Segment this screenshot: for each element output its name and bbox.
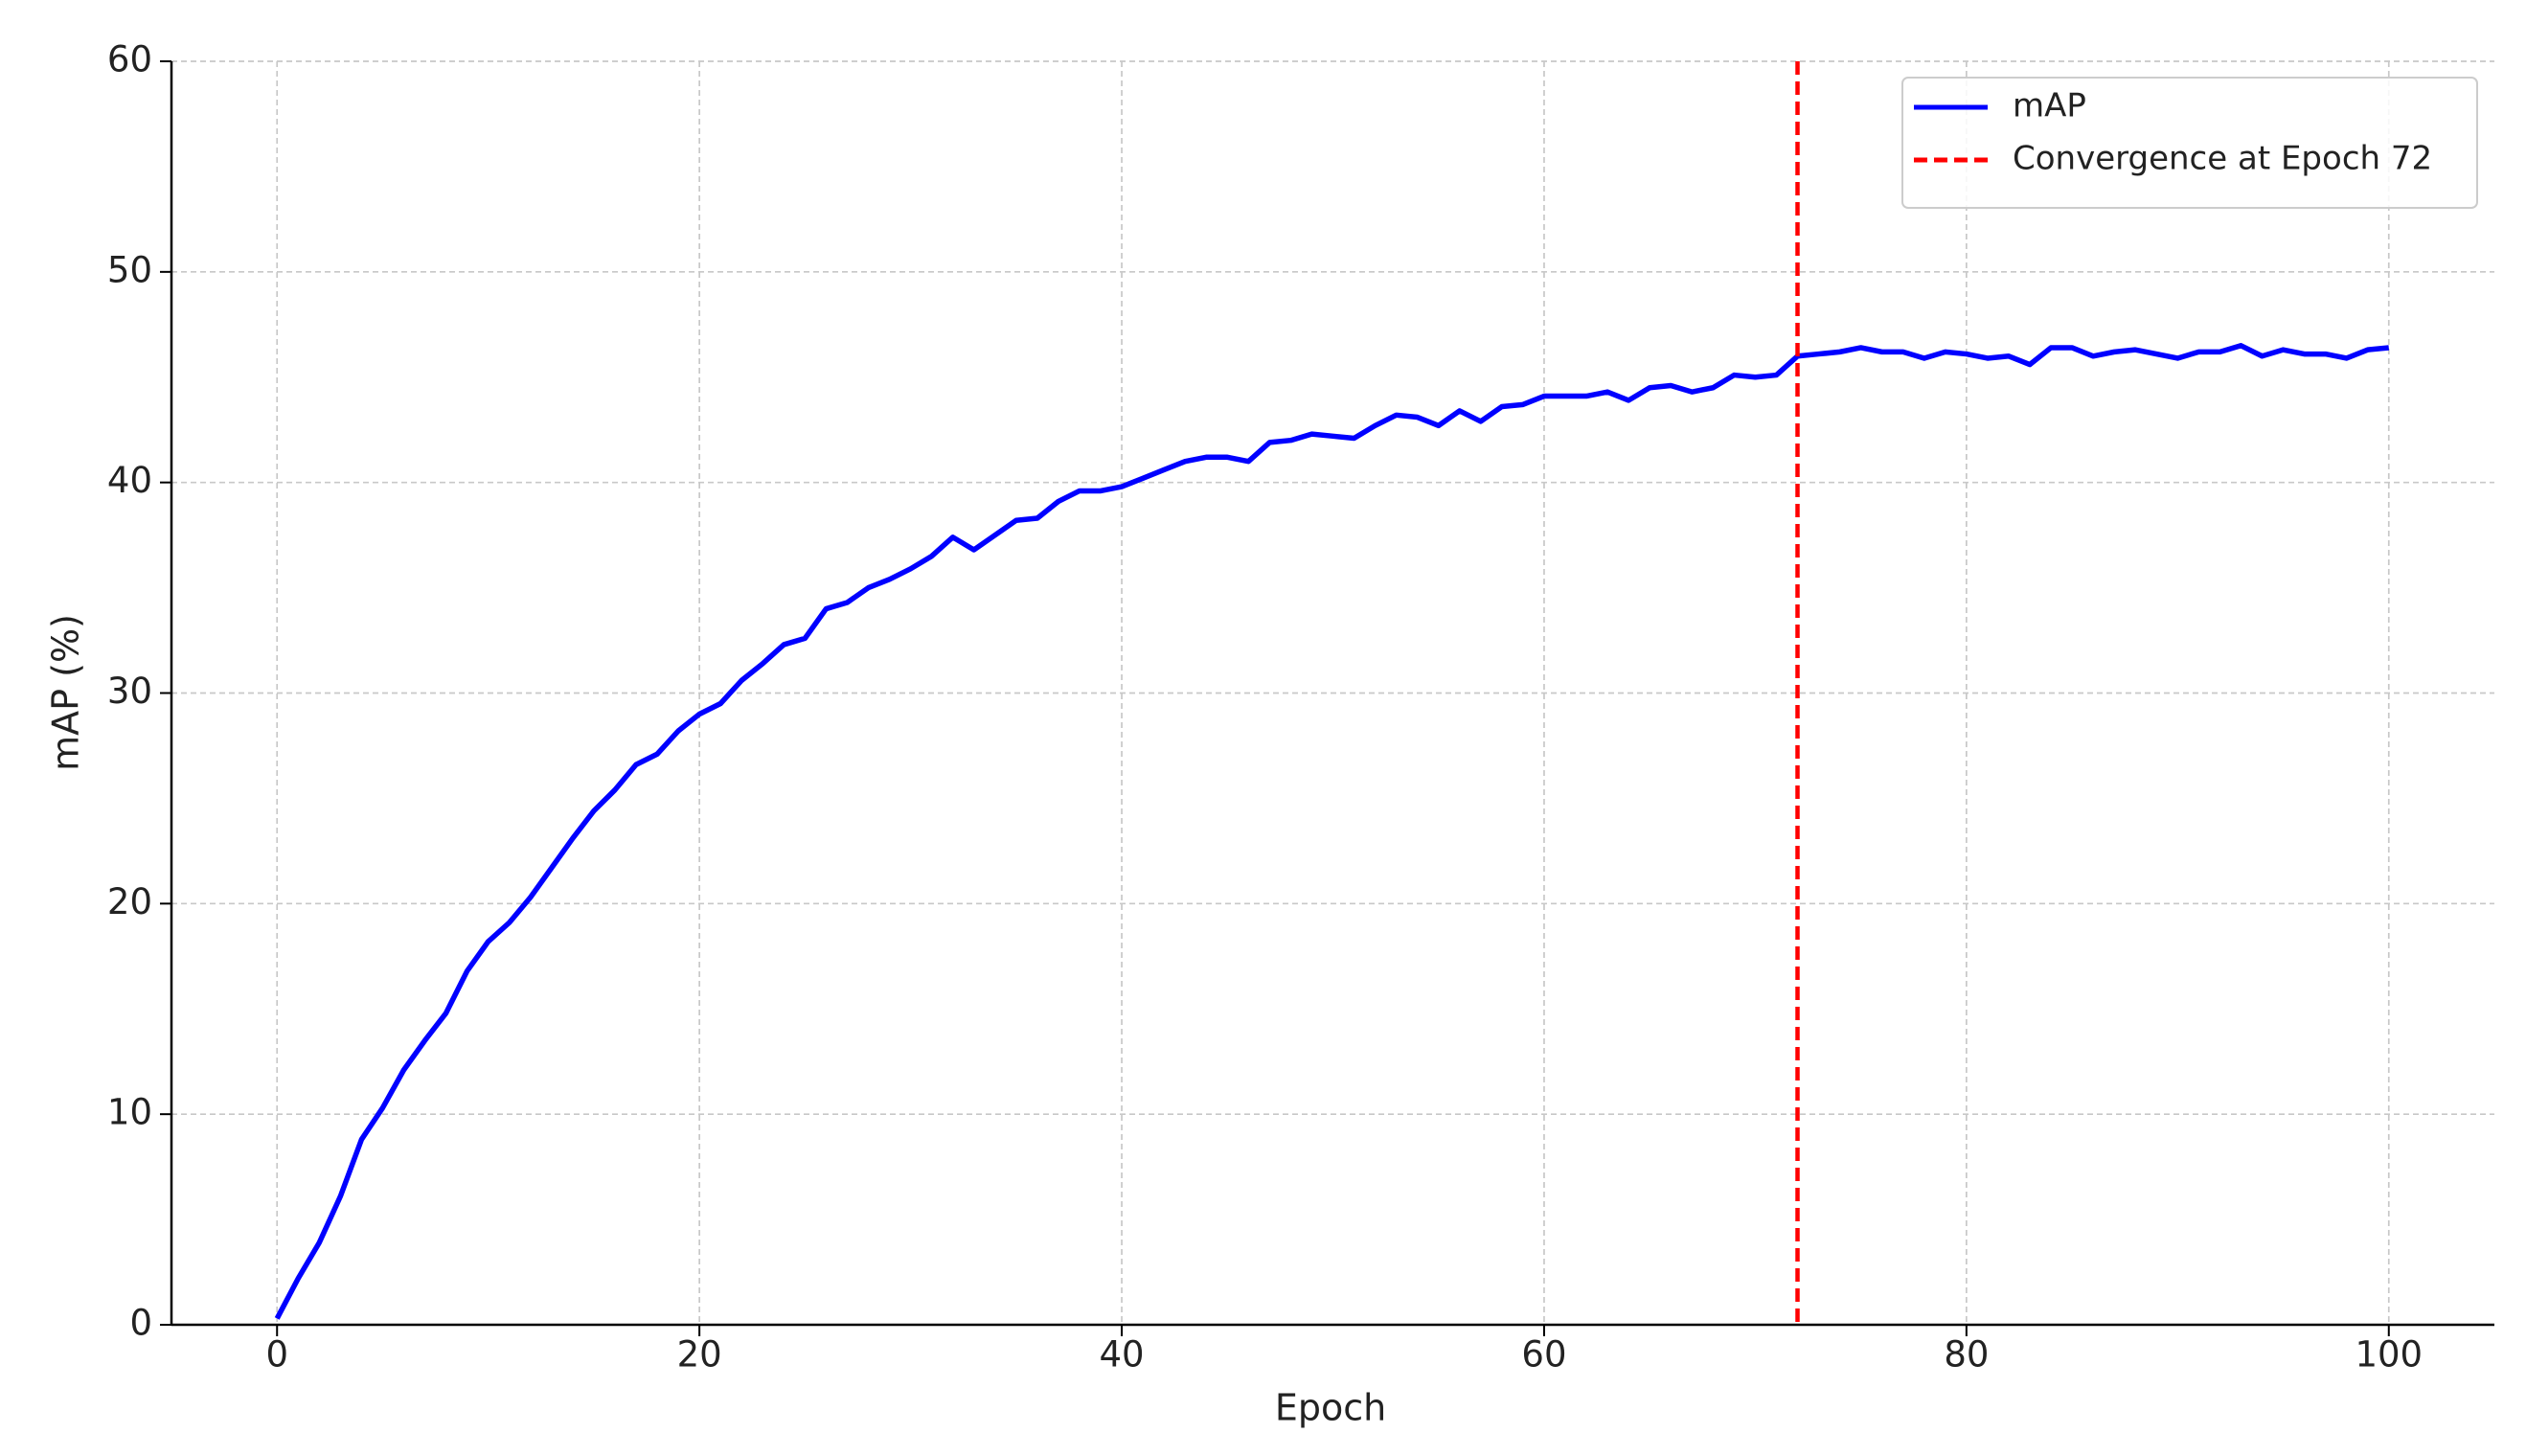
x-tick-label: 80: [1944, 1334, 1989, 1376]
data-line: [274, 343, 2390, 1320]
x-tick-label: 20: [677, 1334, 722, 1376]
legend-label: mAP: [2013, 87, 2086, 125]
y-axis-label: mAP (%): [45, 614, 87, 771]
x-axis-label: Epoch: [1275, 1387, 1386, 1429]
y-tick-label: 60: [107, 39, 152, 80]
y-tick-label: 50: [107, 249, 152, 290]
y-tick-label: 40: [107, 460, 152, 501]
y-tick-label: 0: [129, 1303, 152, 1344]
y-tick-label: 30: [107, 671, 152, 712]
y-tick-label: 10: [107, 1092, 152, 1133]
x-tick-label: 60: [1521, 1334, 1566, 1376]
legend-label: Convergence at Epoch 72: [2013, 140, 2432, 178]
x-tick-label: 0: [265, 1334, 288, 1376]
x-tick-label: 100: [2355, 1334, 2423, 1376]
x-tick-label: 40: [1099, 1334, 1144, 1376]
y-tick-label: 20: [107, 881, 152, 922]
legend-box: [1901, 77, 2478, 209]
